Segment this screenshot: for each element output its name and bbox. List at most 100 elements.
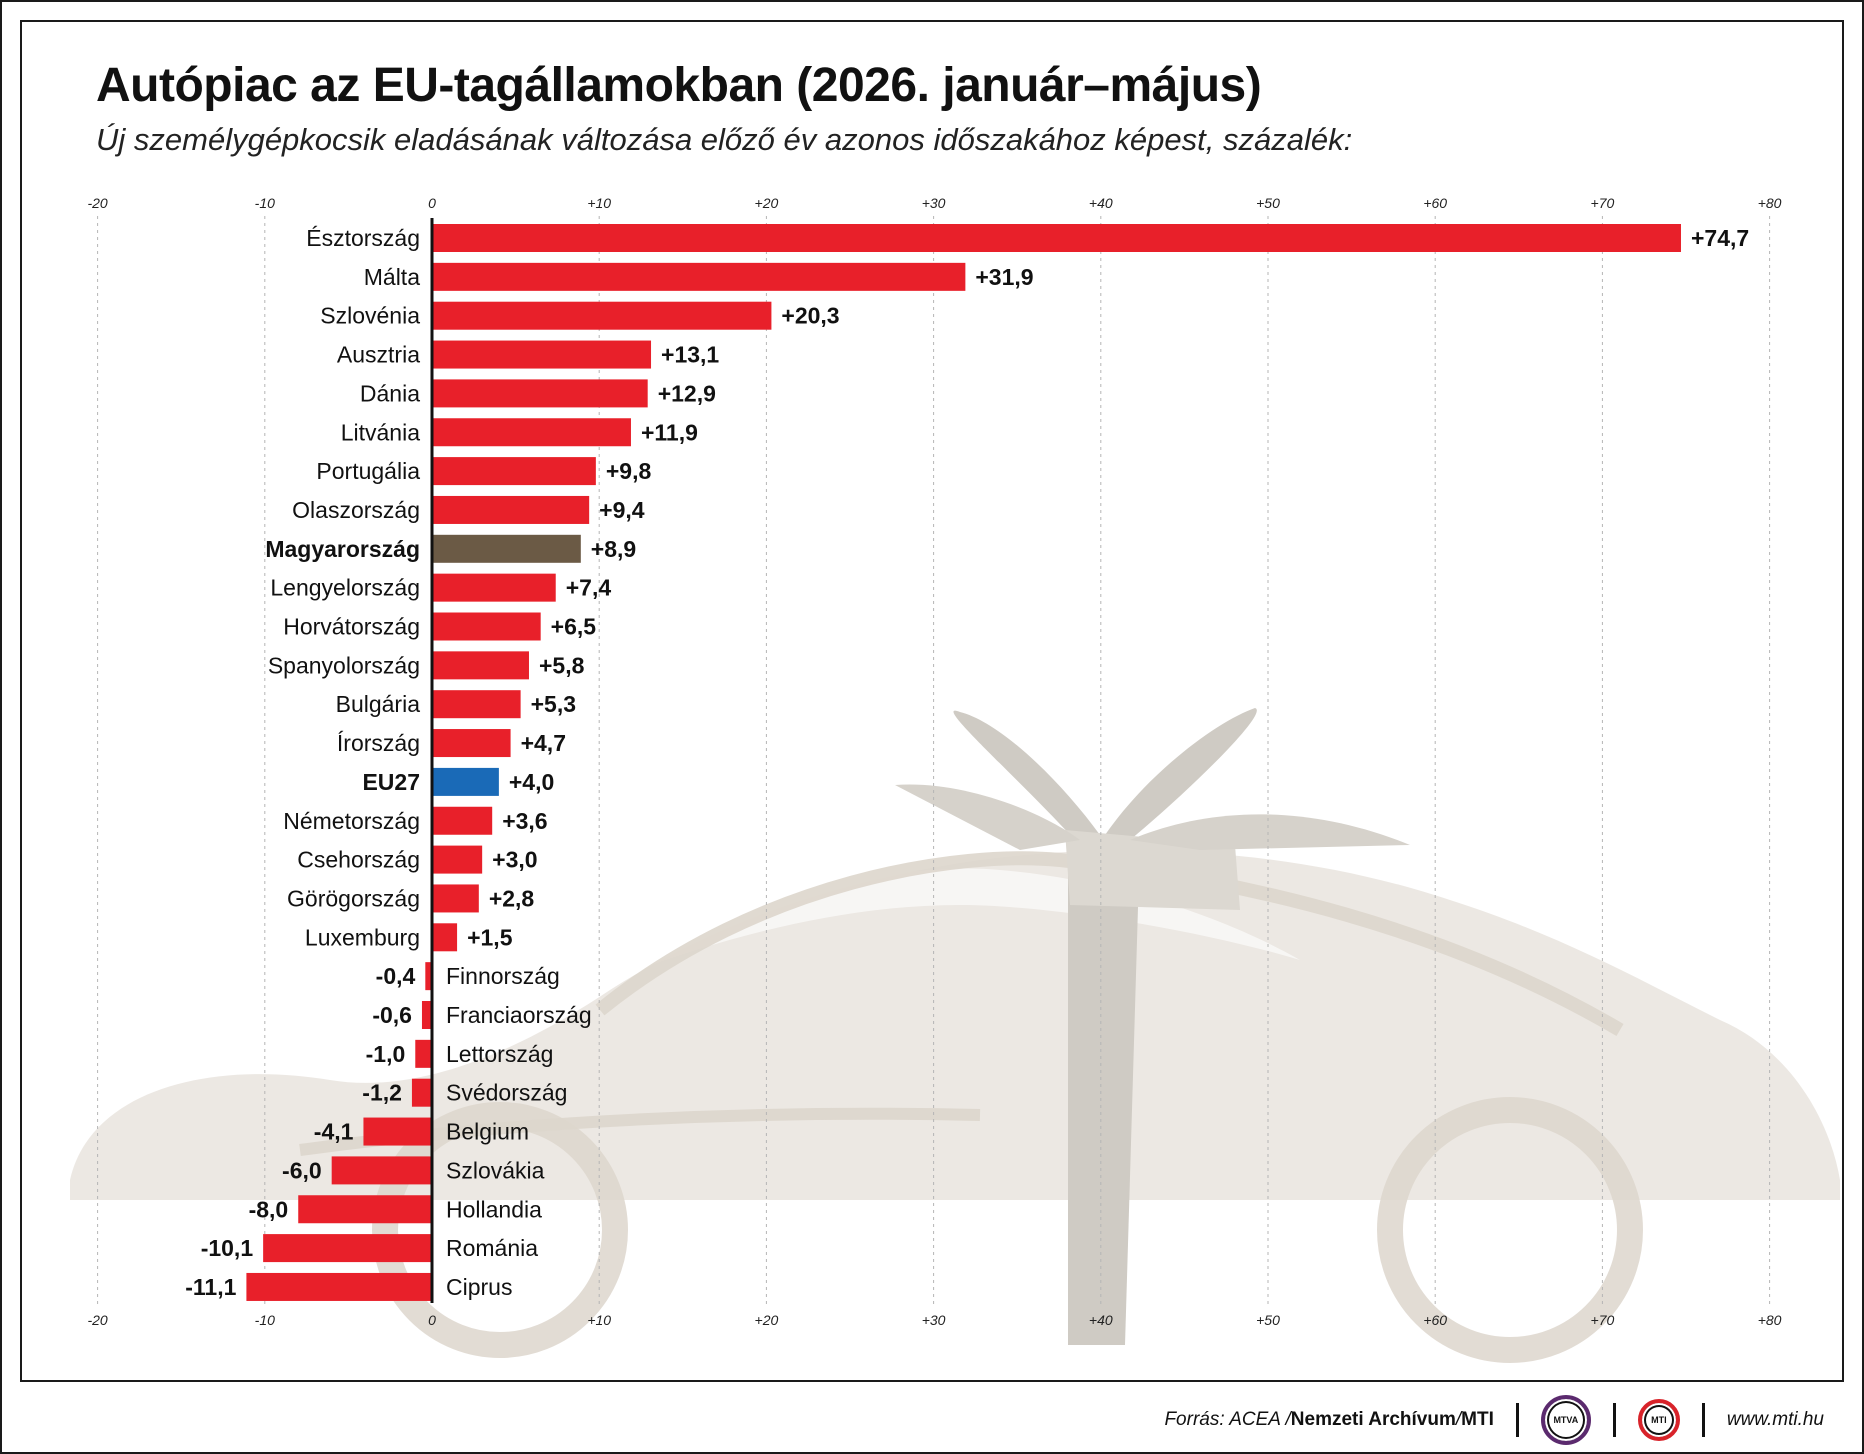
value-label: +7,4 xyxy=(566,575,612,601)
value-label: +5,8 xyxy=(539,652,585,678)
category-label: Lettország xyxy=(446,1041,553,1067)
bar xyxy=(411,1078,432,1107)
tick-label-bottom: +40 xyxy=(1089,1312,1113,1328)
value-label: +3,6 xyxy=(502,808,547,834)
bar xyxy=(432,301,772,330)
bar xyxy=(246,1272,432,1301)
bar xyxy=(432,224,1681,252)
source-mid: / xyxy=(1455,1409,1462,1430)
category-label: Belgium xyxy=(446,1119,529,1145)
value-label: +9,8 xyxy=(606,458,652,484)
bow-left-tail xyxy=(895,784,1080,850)
top-axis-ticks: -20 -10 0 +10 +20 +30 +40 +50 +60 +70 +80 xyxy=(87,195,1781,211)
value-label: +2,8 xyxy=(489,885,535,911)
footer: Forrás: ACEA / Nemzeti Archívum / MTI MT… xyxy=(1164,1395,1824,1445)
mtva-logo: MTVA xyxy=(1540,1395,1591,1445)
bar xyxy=(425,962,432,991)
category-label: Hollandia xyxy=(446,1196,542,1222)
category-label: Csehország xyxy=(297,847,420,873)
value-label: +20,3 xyxy=(781,303,839,329)
value-label: +6,5 xyxy=(551,614,597,640)
tick-label-top: +30 xyxy=(922,195,946,211)
bar xyxy=(432,340,652,369)
category-label: Litvánia xyxy=(341,419,420,445)
footer-divider xyxy=(1515,1403,1519,1437)
tick-label-top: +70 xyxy=(1591,195,1615,211)
bar xyxy=(432,729,511,758)
category-label: Olaszország xyxy=(292,497,420,523)
category-label: Szlovénia xyxy=(320,303,420,329)
bar xyxy=(432,806,493,835)
bar xyxy=(432,534,581,563)
source-mti: MTI xyxy=(1461,1409,1494,1430)
bar xyxy=(331,1156,432,1185)
tick-label-bottom: +80 xyxy=(1758,1312,1782,1328)
tick-label-top: 0 xyxy=(428,195,436,211)
value-label: +5,3 xyxy=(531,691,576,717)
tick-label-top: +40 xyxy=(1089,195,1113,211)
category-label: Franciaország xyxy=(446,1002,592,1028)
chart-subtitle: Új személygépkocsik eladásának változása… xyxy=(96,122,1353,157)
tick-label-bottom: +60 xyxy=(1423,1312,1447,1328)
value-label: +13,1 xyxy=(661,342,719,368)
category-label: Horvátország xyxy=(283,614,420,640)
bar xyxy=(432,495,590,524)
bar xyxy=(432,884,479,913)
ribbon-vertical xyxy=(1068,840,1140,1345)
value-label: -1,2 xyxy=(362,1080,402,1106)
tick-label-top: +80 xyxy=(1758,195,1782,211)
tick-label-bottom: -20 xyxy=(87,1312,107,1328)
category-label: Spanyolország xyxy=(268,652,420,678)
bar xyxy=(363,1117,432,1146)
value-label: +3,0 xyxy=(492,847,537,873)
tick-label-top: +20 xyxy=(755,195,779,211)
value-label: -0,6 xyxy=(372,1002,412,1028)
category-label: Szlovákia xyxy=(446,1157,545,1183)
value-label: -1,0 xyxy=(366,1041,406,1067)
tick-label-bottom: +50 xyxy=(1256,1312,1280,1328)
category-label: Lengyelország xyxy=(270,575,420,601)
category-label: EU27 xyxy=(362,769,420,795)
tick-label-top: -20 xyxy=(87,195,107,211)
bar xyxy=(432,612,541,641)
mtva-logo-text: MTVA xyxy=(1553,1415,1579,1425)
mti-logo: MTI xyxy=(1637,1399,1680,1441)
bow-knot xyxy=(1065,830,1240,910)
tick-label-bottom: +10 xyxy=(587,1312,611,1328)
source-org: Nemzeti Archívum xyxy=(1290,1409,1456,1430)
bar xyxy=(432,845,483,874)
chart-title: Autópiac az EU-tagállamokban (2026. janu… xyxy=(96,59,1262,112)
footer-divider xyxy=(1612,1403,1616,1437)
category-label: Németország xyxy=(283,808,420,834)
value-label: -6,0 xyxy=(282,1157,322,1183)
value-label: +1,5 xyxy=(467,924,513,950)
car-roof-line xyxy=(595,851,1624,1037)
value-label: +11,9 xyxy=(641,419,698,445)
tick-label-top: -10 xyxy=(255,195,275,211)
tick-label-bottom: -10 xyxy=(255,1312,275,1328)
bar xyxy=(432,573,556,602)
chart-panel xyxy=(20,20,1844,1382)
bars: Észtország +74,7 Málta +31,9 Szlovénia +20,3 A… xyxy=(185,224,1749,1301)
bar xyxy=(432,379,648,408)
bar xyxy=(432,651,529,680)
bar xyxy=(432,767,499,796)
value-label: -4,1 xyxy=(314,1119,354,1145)
value-label: +4,0 xyxy=(509,769,554,795)
bottom-axis-ticks: -20 -10 0 +10 +20 +30 +40 +50 +60 +70 +80 xyxy=(87,1312,1781,1328)
bar xyxy=(432,457,596,486)
bar xyxy=(432,418,631,447)
bar xyxy=(298,1195,432,1224)
bar xyxy=(432,923,458,952)
bar xyxy=(432,262,966,291)
category-label: Ciprus xyxy=(446,1274,512,1300)
tick-label-top: +50 xyxy=(1256,195,1280,211)
value-label: -8,0 xyxy=(249,1196,289,1222)
value-label: -10,1 xyxy=(201,1235,254,1261)
bow-right-tail xyxy=(1130,814,1410,850)
category-label: Málta xyxy=(364,264,420,290)
front-wheel-shape xyxy=(372,1102,628,1358)
value-label: +12,9 xyxy=(658,380,716,406)
